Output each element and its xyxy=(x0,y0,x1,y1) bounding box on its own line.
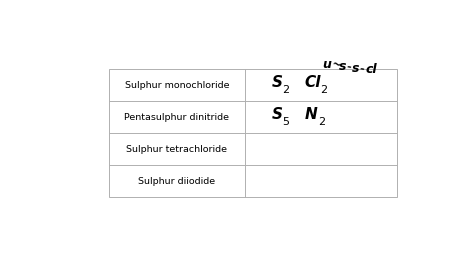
Text: u: u xyxy=(322,58,331,71)
Text: 2: 2 xyxy=(283,85,290,95)
Text: -: - xyxy=(359,64,365,74)
Text: ~: ~ xyxy=(331,59,343,71)
Text: N: N xyxy=(304,107,317,122)
Text: s: s xyxy=(339,60,346,73)
Text: Sulphur monochloride: Sulphur monochloride xyxy=(125,81,229,90)
Text: Sulphur diiodide: Sulphur diiodide xyxy=(138,177,215,186)
Text: 5: 5 xyxy=(283,117,290,127)
Text: 2: 2 xyxy=(318,117,325,127)
Text: 2: 2 xyxy=(320,85,327,95)
Text: cl: cl xyxy=(365,64,377,76)
Text: S: S xyxy=(272,75,283,90)
Text: Cl: Cl xyxy=(304,75,321,90)
Text: Sulphur tetrachloride: Sulphur tetrachloride xyxy=(126,145,228,154)
Text: -: - xyxy=(346,61,352,72)
Bar xyxy=(109,69,397,197)
Text: Pentasulphur dinitride: Pentasulphur dinitride xyxy=(124,113,229,122)
Text: S: S xyxy=(272,107,283,122)
Text: s: s xyxy=(352,62,359,75)
